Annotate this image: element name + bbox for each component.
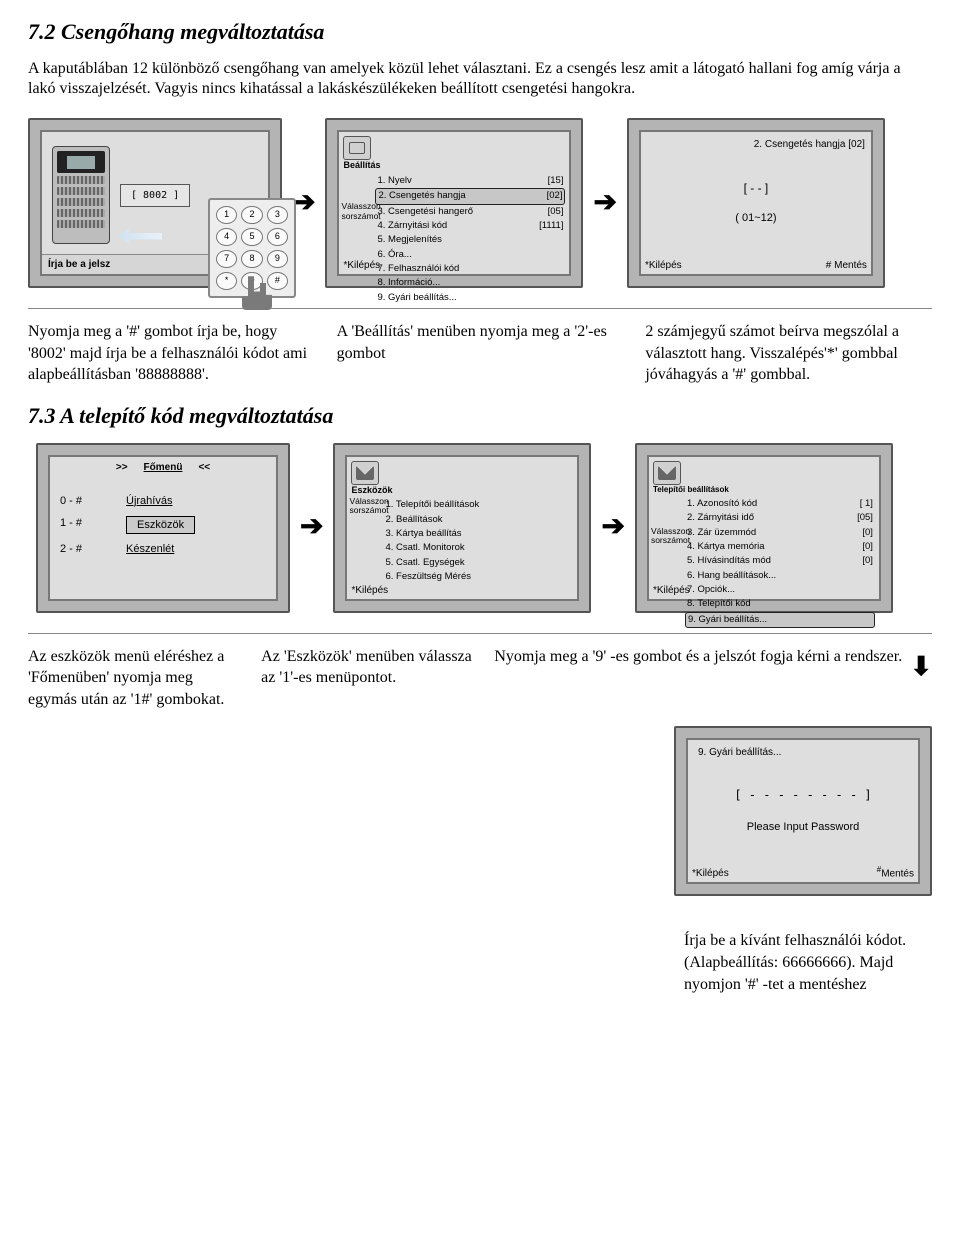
settings-list: 1. Nyelv[15]2. Csengetés hangja[02]3. Cs… (339, 172, 569, 305)
footer-exit: *Kilépés (645, 259, 682, 272)
screen-ringtone-edit: 2. Csengetés hangja [02] [ - - ] ( 01~12… (627, 118, 885, 288)
menu-item[interactable]: 1. Telepítői beállítások (383, 498, 573, 512)
main-menu-items: 0 - #Újrahívás1 - #Eszközök2 - #Készenlé… (50, 478, 276, 561)
entered-code: [ 8002 ] (120, 184, 190, 207)
screen-installer-menu: Telepítői beállítások Válasszon sorszámo… (635, 443, 893, 613)
menu-item[interactable]: 3. Csengetési hangerő[05] (375, 205, 565, 219)
tools-icon (351, 461, 379, 485)
password-prompt: Please Input Password (688, 820, 918, 834)
instr-2: Az 'Eszközök' menüben válassza az '1'-es… (261, 646, 472, 711)
menu-item[interactable]: 4. Zárnyitási kód[1111] (375, 219, 565, 233)
menu-title: Beállítás (343, 160, 569, 172)
gear-icon (343, 136, 371, 160)
side-hint: Válasszon sorszámot (651, 527, 683, 546)
menu-item[interactable]: 5. Megjelenítés (375, 233, 565, 247)
menu-item[interactable]: 4. Kártya memória[0] (685, 540, 875, 554)
final-instruction: Írja be a kívánt felhasználói kódot.(Ala… (684, 930, 932, 995)
menu-item[interactable]: 7. Opciók... (685, 583, 875, 597)
instructions-row-1: Nyomja meg a '#' gombot írja be, hogy '8… (28, 308, 932, 386)
instr-1: Nyomja meg a '#' gombot írja be, hogy '8… (28, 321, 315, 386)
menu-title: Eszközök (351, 485, 577, 497)
screen-doorstation: [ 8002 ] Írja be a jelsz 123 456 789 *0# (28, 118, 282, 288)
footer-exit: *Kilépés (351, 584, 388, 597)
arrow-right-icon: ➔ (597, 509, 628, 545)
instructions-row-2: Az eszközök menü eléréshez a 'Főmenüben'… (28, 633, 932, 711)
menu-item[interactable]: 1. Azonosító kód[ 1] (685, 497, 875, 511)
arrow-down-icon: ⬇ (910, 646, 932, 680)
menu-item[interactable]: 4. Csatl. Monitorok (383, 541, 573, 555)
section-title-1: 7.2 Csengőhang megváltoztatása (28, 18, 932, 47)
screen-settings-menu: Beállítás Válasszon sorszámot 1. Nyelv[1… (325, 118, 583, 288)
section-title-2: 7.3 A telepítő kód megváltoztatása (28, 402, 932, 431)
menu-item[interactable]: 2. Zárnyitási idő[05] (685, 511, 875, 525)
instr-3: 2 számjegyű számot beírva megszólal a vá… (645, 321, 932, 386)
main-menu-item[interactable]: 0 - #Újrahívás (60, 490, 266, 512)
footer-save: Mentés (877, 865, 914, 880)
instr-2: A 'Beállítás' menüben nyomja meg a '2'-e… (337, 321, 624, 386)
screens-row-1: [ 8002 ] Írja be a jelsz 123 456 789 *0#… (28, 118, 932, 288)
footer-save: # Mentés (826, 259, 867, 272)
main-menu-title: >>Főmenü<< (50, 457, 276, 478)
side-hint: Válasszon sorszámot (349, 497, 381, 516)
arrow-right-icon: ➔ (589, 185, 620, 221)
main-menu-item[interactable]: 2 - #Készenlét (60, 538, 266, 560)
installer-list: 1. Azonosító kód[ 1]2. Zárnyitási idő[05… (649, 495, 879, 628)
screen-password: 9. Gyári beállítás... [ - - - - - - - - … (674, 726, 932, 896)
menu-item[interactable]: 6. Hang beállítások... (685, 569, 875, 583)
menu-item[interactable]: 1. Nyelv[15] (375, 174, 565, 188)
password-field: [ - - - - - - - - ] (688, 788, 918, 804)
side-hint: Válasszon sorszámot (341, 202, 373, 221)
footer-exit: *Kilépés (692, 867, 729, 880)
screen-tools-menu: Eszközök Válasszon sorszámot 1. Telepítő… (333, 443, 591, 613)
menu-item[interactable]: 9. Gyári beállítás... (685, 612, 875, 628)
menu-item[interactable]: 2. Csengetés hangja[02] (375, 188, 565, 204)
screens-row-3: 9. Gyári beállítás... [ - - - - - - - - … (674, 726, 932, 896)
menu-item[interactable]: 8. Információ... (375, 276, 565, 290)
range-hint: ( 01~12) (735, 211, 776, 225)
footer-exit: *Kilépés (343, 259, 380, 272)
menu-item[interactable]: 3. Zár üzemmód[0] (685, 526, 875, 540)
main-menu-item[interactable]: 1 - #Eszközök (60, 512, 266, 538)
menu-item[interactable]: 7. Felhasználói kód (375, 262, 565, 276)
menu-item[interactable]: 3. Kártya beállítás (383, 527, 573, 541)
menu-item[interactable]: 6. Óra... (375, 248, 565, 262)
menu-item[interactable]: 5. Csatl. Egységek (383, 556, 573, 570)
screens-row-2: >>Főmenü<< 0 - #Újrahívás1 - #Eszközök2 … (36, 443, 932, 613)
doorstation-icon (52, 146, 110, 244)
intro-text: A kaputáblában 12 különböző csengőhang v… (28, 59, 932, 101)
menu-item[interactable]: 8. Telepítői kód (685, 597, 875, 611)
screen-main-menu: >>Főmenü<< 0 - #Újrahívás1 - #Eszközök2 … (36, 443, 290, 613)
footer-exit: *Kilépés (653, 584, 690, 597)
menu-item[interactable]: 5. Hívásindítás mód[0] (685, 554, 875, 568)
menu-item[interactable]: 2. Beállítások (383, 513, 573, 527)
instr-3: Nyomja meg a '9' -es gombot és a jelszót… (494, 646, 902, 668)
arrow-right-icon: ➔ (296, 509, 327, 545)
tools-icon (653, 461, 681, 485)
value-field: [ - - ] (744, 181, 769, 197)
menu-item[interactable]: 9. Gyári beállítás... (375, 291, 565, 305)
menu-title: Telepítői beállítások (653, 485, 879, 495)
title-line: 2. Csengetés hangja [02] (754, 138, 865, 151)
title-line: 9. Gyári beállítás... (698, 746, 781, 759)
menu-item[interactable]: 6. Feszültség Mérés (383, 570, 573, 584)
instr-1: Az eszközök menü eléréshez a 'Főmenüben'… (28, 646, 239, 711)
